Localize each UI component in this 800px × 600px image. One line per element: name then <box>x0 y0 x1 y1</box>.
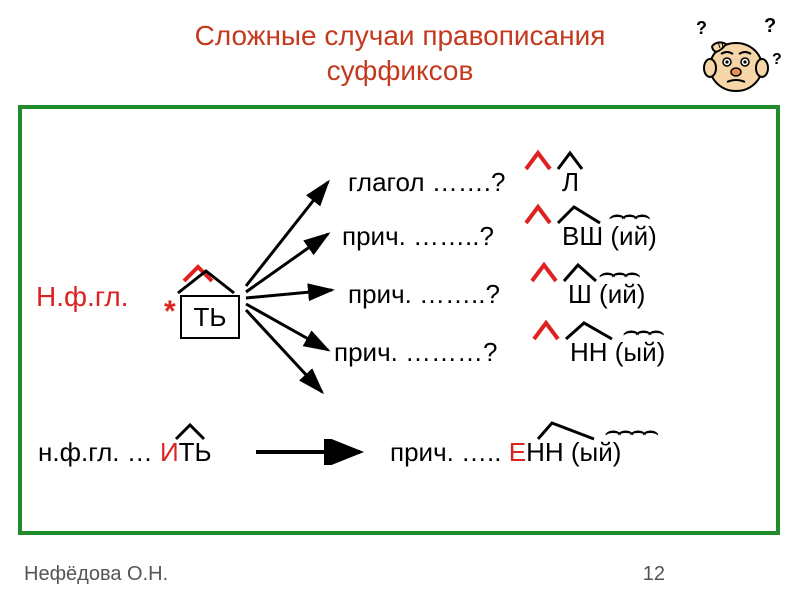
page-number: 12 <box>643 563 665 586</box>
bottom-E: Е <box>509 437 526 467</box>
svg-text:?: ? <box>764 15 776 37</box>
title-line-2: суффиксов <box>327 55 474 86</box>
infinitive-marker-box: * ТЬ <box>180 267 244 343</box>
arrow-right-icon <box>252 439 372 465</box>
pattern-line-1: глагол …….? <box>348 167 505 198</box>
page-title: Сложные случаи правописания суффиксов <box>0 18 800 88</box>
author-label: Нефёдова О.Н. <box>24 563 168 586</box>
line1-prefix: глагол …….? <box>348 167 505 197</box>
wave-ending-2: ⌢⌢⌢ <box>608 199 645 232</box>
house-roof-icon <box>174 263 246 297</box>
arrows-fan-icon <box>240 164 360 404</box>
line1-suffix: Л <box>562 167 579 198</box>
box-over-t <box>200 431 248 473</box>
line4-prefix: прич. ………? <box>334 337 498 367</box>
svg-text:?: ? <box>696 18 707 38</box>
content-frame: Н.ф.гл. * ТЬ <box>18 105 780 535</box>
svg-text:?: ? <box>772 51 782 68</box>
infinitive-suffix-box: * ТЬ <box>180 295 240 339</box>
asterisk-marker: * <box>164 295 176 329</box>
bottom-mid-text: прич. ….. <box>390 437 509 467</box>
title-line-1: Сложные случаи правописания <box>195 20 606 51</box>
wave-ending-4: ⌢⌢⌢ <box>622 315 659 348</box>
pattern-line-2: прич. ……..? <box>342 221 494 252</box>
line3-prefix: прич. ……..? <box>348 279 500 309</box>
suffix-markers-1 <box>520 149 590 195</box>
thinking-face-icon: ? ? ? <box>694 12 784 107</box>
pattern-line-4: прич. ………? <box>334 337 498 368</box>
line2-prefix: прич. ……..? <box>342 221 494 251</box>
pattern-line-3: прич. ……..? <box>348 279 500 310</box>
bottom-left-1: н.ф.гл. … <box>38 437 160 467</box>
wave-ending-bottom: ⌢⌢⌢⌢ <box>604 415 654 448</box>
nfgl-label: Н.ф.гл. <box>36 281 129 313</box>
page: Сложные случаи правописания суффиксов ? … <box>0 0 800 600</box>
wave-ending-3: ⌢⌢⌢ <box>598 257 635 290</box>
infinitive-suffix-text: ТЬ <box>194 302 227 333</box>
